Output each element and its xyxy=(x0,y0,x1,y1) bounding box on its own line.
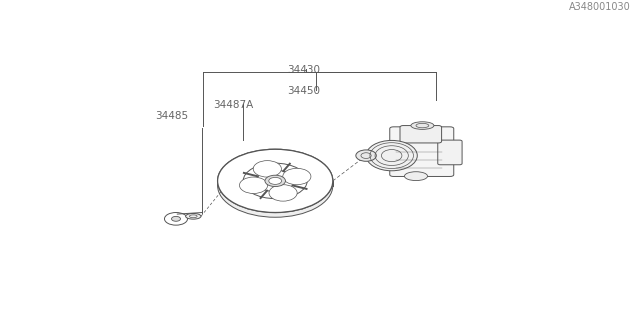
Text: 34485: 34485 xyxy=(156,111,189,121)
Ellipse shape xyxy=(218,149,333,212)
Ellipse shape xyxy=(164,212,188,225)
Ellipse shape xyxy=(239,177,268,194)
Text: A348001030: A348001030 xyxy=(569,2,630,12)
Ellipse shape xyxy=(186,213,201,219)
Ellipse shape xyxy=(269,177,282,184)
Ellipse shape xyxy=(356,150,376,161)
Text: 34430: 34430 xyxy=(287,66,320,76)
Ellipse shape xyxy=(411,122,434,129)
Ellipse shape xyxy=(269,185,297,201)
Ellipse shape xyxy=(265,175,285,187)
Ellipse shape xyxy=(243,163,307,199)
Ellipse shape xyxy=(218,154,333,217)
Ellipse shape xyxy=(283,168,311,185)
Text: 34450: 34450 xyxy=(287,86,320,96)
FancyBboxPatch shape xyxy=(438,140,462,165)
Ellipse shape xyxy=(366,140,417,171)
Ellipse shape xyxy=(404,172,428,180)
Ellipse shape xyxy=(218,149,333,212)
Ellipse shape xyxy=(256,170,294,192)
FancyBboxPatch shape xyxy=(390,127,454,176)
Ellipse shape xyxy=(253,161,282,177)
FancyBboxPatch shape xyxy=(400,125,442,143)
Text: 34487A: 34487A xyxy=(213,100,253,110)
Ellipse shape xyxy=(172,216,180,221)
